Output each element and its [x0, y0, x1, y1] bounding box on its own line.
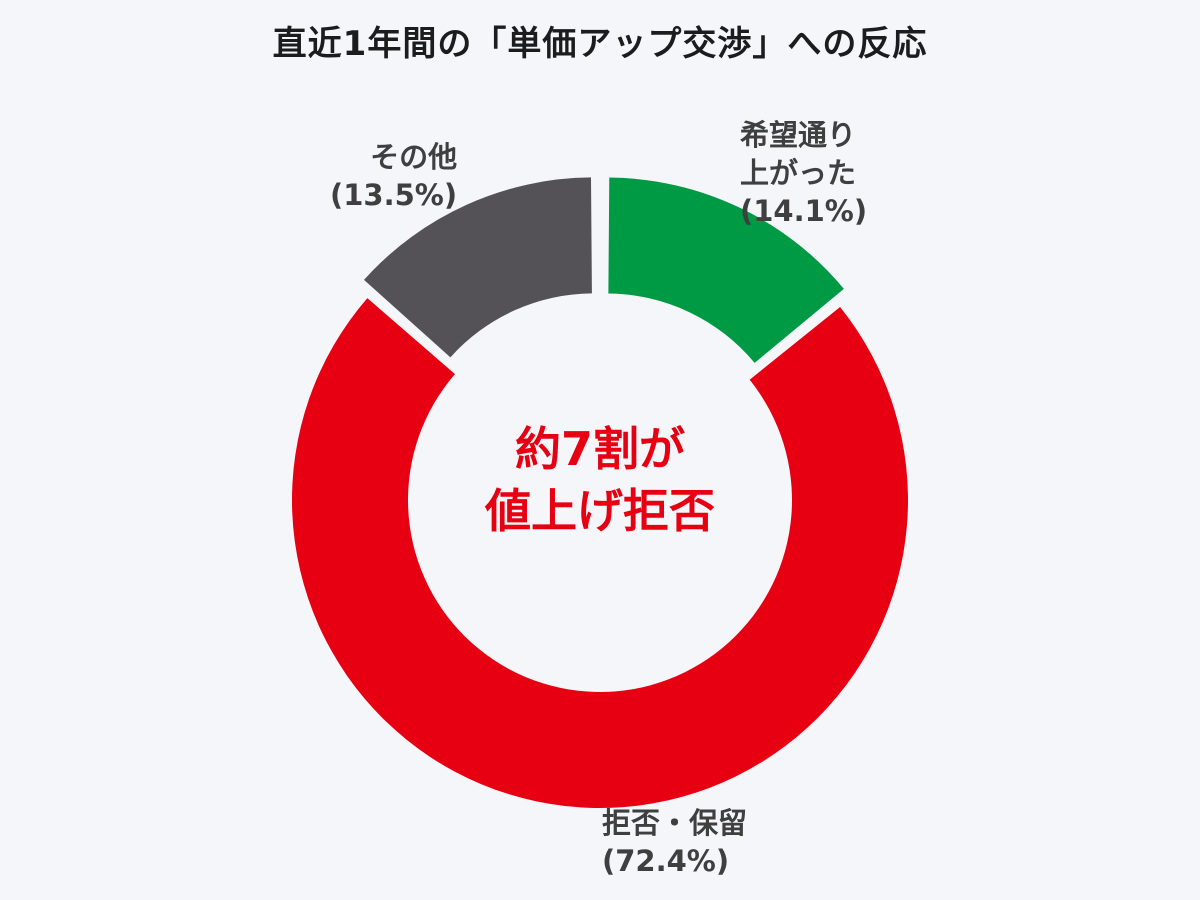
slice-label-refused: 拒否・保留 (72.4%) — [602, 804, 747, 880]
slice-label-refused-value: (72.4%) — [602, 844, 730, 878]
chart-title: 直近1年間の「単価アップ交渉」への反応 — [272, 24, 928, 64]
slice-label-other-name: その他 — [370, 140, 458, 174]
slice-label-other: その他 (13.5%) — [330, 138, 457, 214]
slice-label-raised-value: (14.1%) — [740, 194, 868, 228]
donut-slice-raised — [608, 177, 844, 363]
slice-label-raised: 希望通り 上がった (14.1%) — [740, 116, 867, 230]
slice-label-raised-name-line2: 上がった — [740, 156, 857, 190]
center-callout-line1: 約7割が — [514, 422, 685, 476]
slice-label-refused-name: 拒否・保留 — [602, 806, 748, 840]
center-callout: 約7割が 値上げ拒否 — [400, 418, 800, 542]
donut-slice-other — [363, 177, 592, 358]
donut-slice-refused — [291, 298, 908, 809]
slice-label-raised-name-line1: 希望通り — [740, 118, 857, 152]
slice-label-other-value: (13.5%) — [330, 178, 458, 212]
center-callout-line2: 値上げ拒否 — [485, 484, 715, 538]
